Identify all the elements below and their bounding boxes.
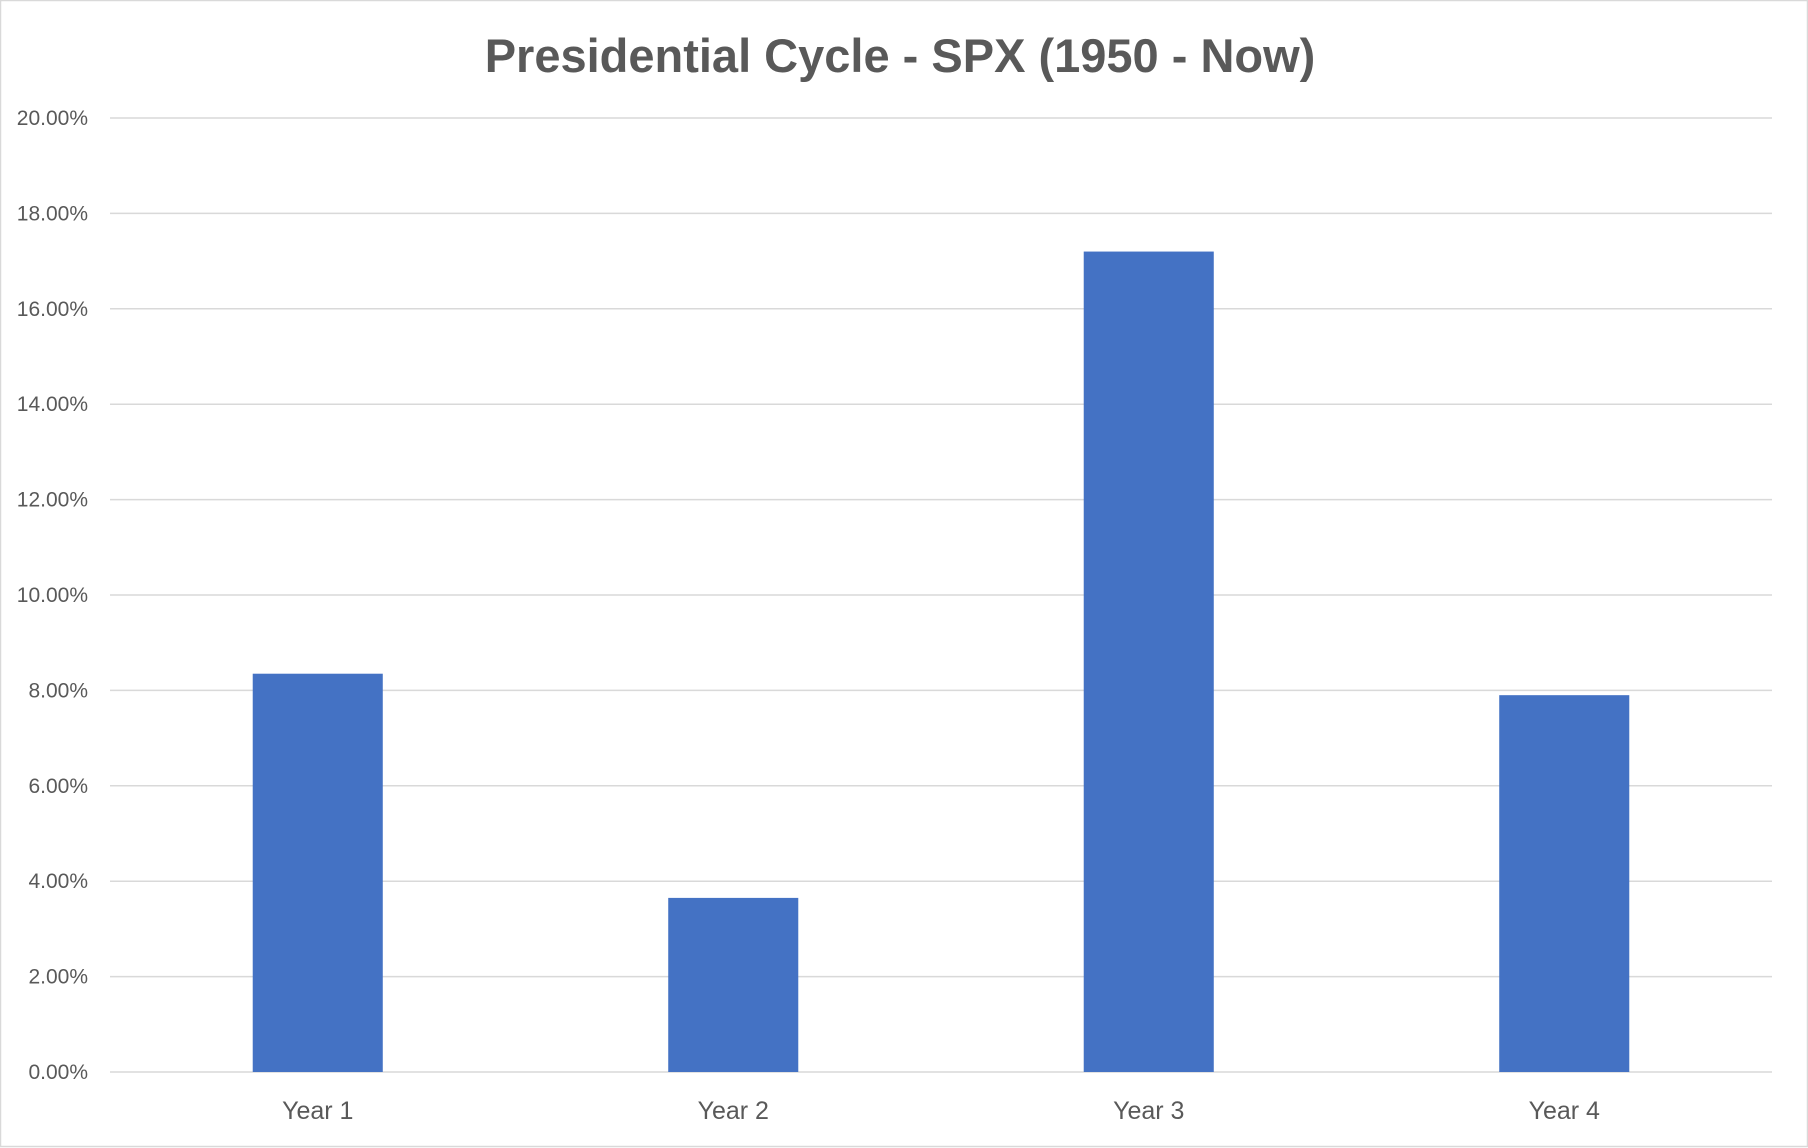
bars [252,251,1630,1072]
x-category-label: Year 4 [1529,1097,1600,1125]
bar-year-4 [1499,695,1630,1072]
x-category-label: Year 3 [1113,1097,1184,1125]
y-axis-tick-labels: 0.00% 2.00% 4.00% 6.00% 8.00% 10.00% 12.00% 14.… [17,107,88,1084]
y-tick-label: 0.00% [28,1061,88,1084]
gridlines [110,117,1772,1073]
y-tick-label: 8.00% [28,679,88,702]
y-tick-label: 18.00% [17,202,88,225]
y-tick-label: 4.00% [28,870,88,893]
y-tick-label: 2.00% [28,966,88,989]
x-category-label: Year 2 [698,1097,769,1125]
bar-year-3 [1083,251,1214,1072]
y-tick-label: 10.00% [17,584,88,607]
bar-year-2 [668,897,799,1072]
y-tick-label: 16.00% [17,298,88,321]
y-tick-label: 6.00% [28,775,88,798]
x-axis-category-labels: Year 1 Year 2 Year 3 Year 4 [282,1097,1600,1125]
x-category-label: Year 1 [282,1097,353,1125]
y-tick-label: 12.00% [17,489,88,512]
y-tick-label: 14.00% [17,393,88,416]
y-tick-label: 20.00% [17,107,88,130]
bar-year-1 [252,673,383,1072]
chart-title: Presidential Cycle - SPX (1950 - Now) [485,29,1316,82]
